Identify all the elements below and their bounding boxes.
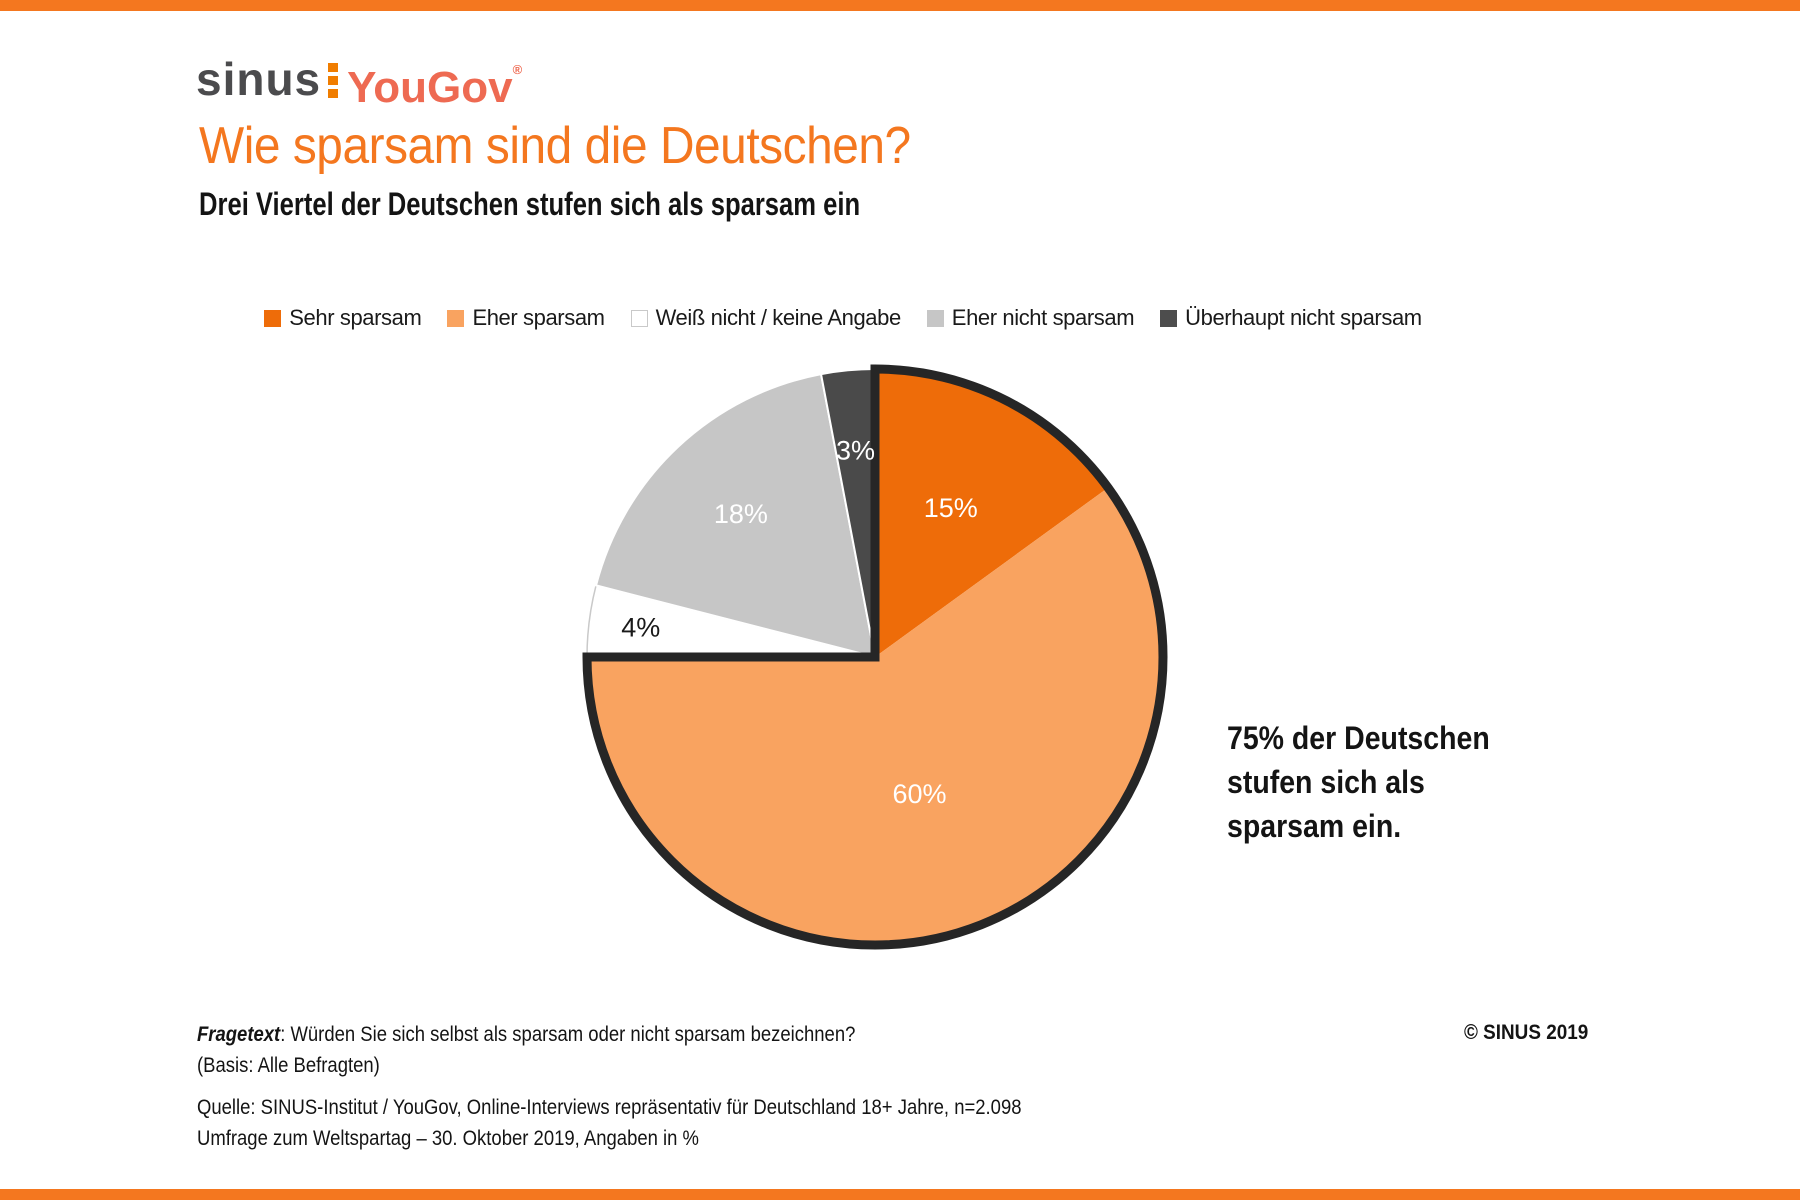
page-title: Wie sparsam sind die Deutschen?: [199, 117, 911, 175]
registered-mark: ®: [512, 62, 523, 77]
source-line-2: Umfrage zum Weltspartag – 30. Oktober 20…: [197, 1127, 699, 1150]
page-subtitle: Drei Viertel der Deutschen stufen sich a…: [199, 186, 861, 222]
footnote-question: : Würden Sie sich selbst als sparsam ode…: [280, 1023, 856, 1046]
highlight-callout: 75% der Deutschen stufen sich als sparsa…: [1227, 716, 1490, 848]
source-line-1: Quelle: SINUS-Institut / YouGov, Online-…: [197, 1096, 1022, 1119]
legend-label: Überhaupt nicht sparsam: [1185, 305, 1422, 330]
pie-label-weiss-nicht-keine-angabe: 4%: [621, 612, 660, 642]
legend-swatch-icon: [630, 309, 648, 327]
pie-label-sehr-sparsam: 15%: [924, 493, 978, 523]
legend-item-2: Eher sparsam: [447, 305, 605, 331]
pie-chart: 15% 60% 4% 18% 3%: [582, 364, 1168, 950]
callout-line-3: sparsam ein.: [1227, 808, 1402, 844]
sinus-logo-text: sinus: [196, 53, 322, 105]
top-accent-bar: [0, 0, 1800, 11]
legend-item-5: Überhaupt nicht sparsam: [1160, 305, 1422, 331]
sinus-logo-colon-icon: [328, 62, 339, 98]
legend-swatch-icon: [264, 309, 282, 327]
legend-item-3: Weiß nicht / keine Angabe: [630, 305, 902, 331]
copyright: © SINUS 2019: [1464, 1021, 1589, 1044]
pie-slice-sehr-sparsam: [875, 369, 1108, 657]
callout-line-1: 75% der Deutschen: [1227, 720, 1490, 756]
pie-chart-area: 15% 60% 4% 18% 3%: [555, 337, 1195, 977]
legend-label: Eher sparsam: [472, 305, 605, 330]
legend-item-4: Eher nicht sparsam: [926, 305, 1135, 331]
footnote-question-line: Fragetext: Würden Sie sich selbst als sp…: [197, 1019, 855, 1050]
bottom-accent-bar: [0, 1189, 1800, 1200]
legend-swatch-icon: [1160, 309, 1178, 327]
legend-swatch-icon: [447, 309, 465, 327]
pie-slice-eher-sparsam: [587, 487, 1163, 945]
footnote: Fragetext: Würden Sie sich selbst als sp…: [197, 1019, 855, 1081]
callout-line-2: stufen sich als: [1227, 764, 1425, 800]
legend-label: Eher nicht sparsam: [951, 305, 1135, 330]
legend-label: Sehr sparsam: [289, 305, 422, 330]
pie-highlight-outline: [582, 364, 1168, 950]
pie-label-eher-sparsam: 60%: [892, 779, 946, 809]
legend-label: Weiß nicht / keine Angabe: [655, 305, 902, 330]
footnote-basis: (Basis: Alle Befragten): [197, 1054, 380, 1077]
legend-item-1: Sehr sparsam: [264, 305, 422, 331]
pie-slice-eher-nicht-sparsam: [594, 372, 877, 659]
legend-swatch-icon: [926, 309, 944, 327]
source-block: Quelle: SINUS-Institut / YouGov, Online-…: [197, 1092, 1022, 1154]
sinus-yougov-logo: sinus YouGov®: [196, 53, 522, 112]
yougov-logo-text: YouGov®: [347, 62, 523, 112]
chart-legend: Sehr sparsam Eher sparsam Weiß nicht / kei…: [178, 303, 1508, 333]
footnote-label: Fragetext: [197, 1023, 281, 1046]
pie-label-eher-nicht-sparsam: 18%: [714, 499, 768, 529]
pie-label-ueberhaupt-nicht-sparsam: 3%: [836, 436, 875, 466]
